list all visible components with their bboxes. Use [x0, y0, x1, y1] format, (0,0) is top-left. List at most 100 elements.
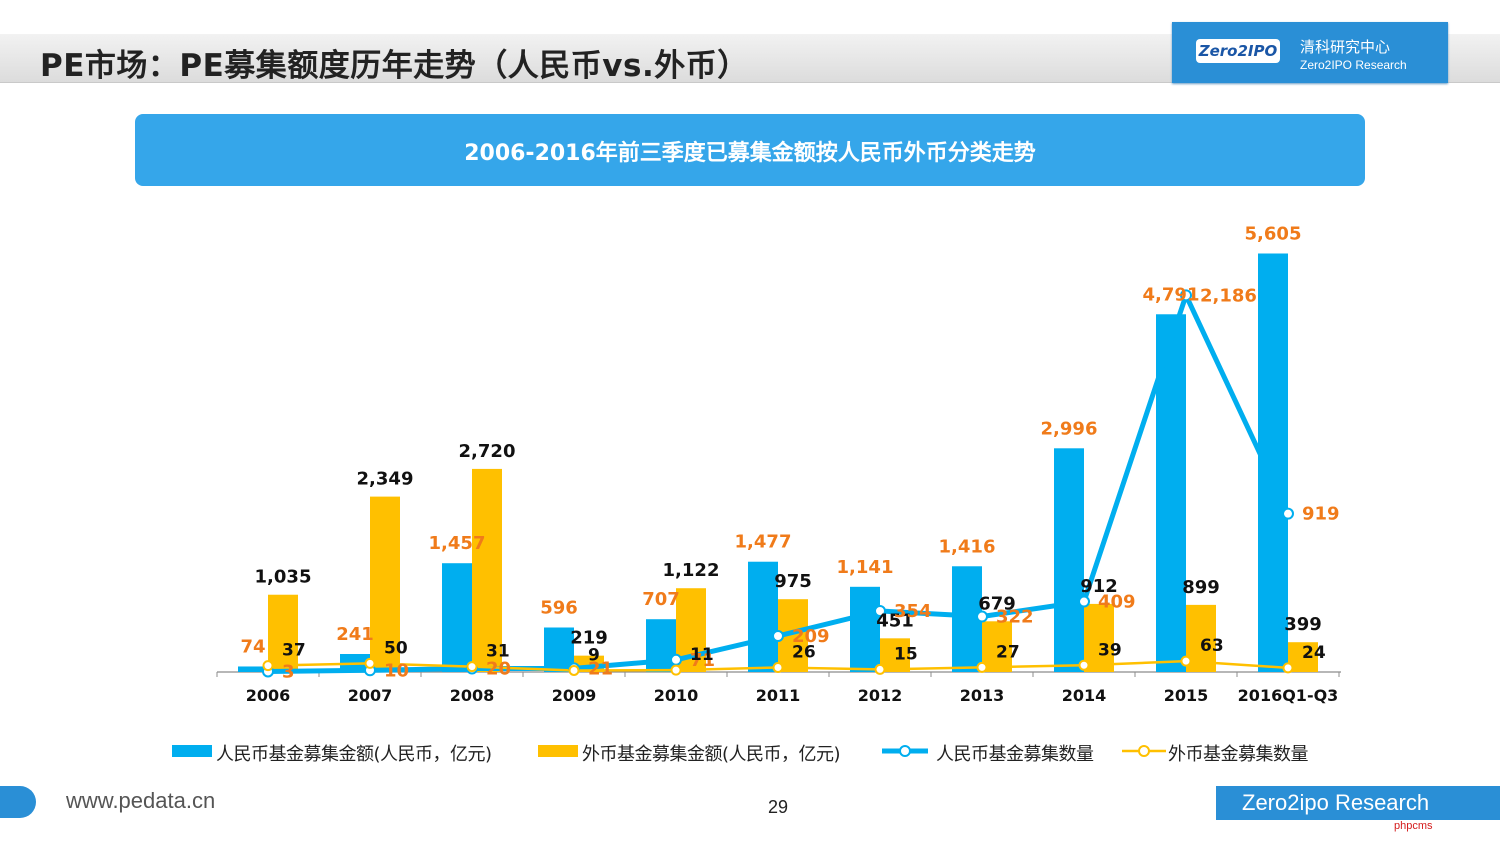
legend-item-rmb-count: 人民币基金募集数量	[882, 738, 1122, 765]
marker-fx-count	[1282, 662, 1294, 674]
data-label-fx-count: 39	[1098, 640, 1122, 660]
marker-fx-count	[874, 663, 886, 675]
page-number: 29	[768, 797, 789, 817]
data-label-rmb-amount: 4,791	[1143, 284, 1200, 305]
data-label-rmb-amount: 2,996	[1041, 418, 1098, 439]
data-label-fx-amount: 679	[978, 593, 1016, 614]
data-label-fx-count: 26	[792, 643, 816, 663]
data-label-rmb-amount: 1,477	[735, 532, 792, 553]
marker-rmb-count	[1180, 289, 1192, 302]
data-label-rmb-amount: 1,141	[837, 557, 894, 578]
data-label-fx-amount: 1,035	[255, 567, 312, 588]
legend-label-fx-count: 外币基金募集数量	[1168, 744, 1309, 765]
data-label-rmb-amount: 74	[240, 636, 265, 657]
bar-rmb-amount	[238, 666, 268, 672]
marker-rmb-count	[670, 653, 682, 666]
data-label-rmb-amount: 707	[642, 589, 680, 610]
data-label-fx-count: 27	[996, 642, 1020, 662]
chart-legend: 人民币基金募集金额(人民币，亿元) 外币基金募集金额(人民币，亿元) 人民币基金…	[172, 738, 1372, 765]
marker-fx-count	[1078, 659, 1090, 671]
data-label-rmb-amount: 1,457	[429, 533, 486, 554]
data-label-rmb-count: 919	[1302, 504, 1340, 525]
marker-rmb-count	[1282, 507, 1294, 520]
x-tick-label: 2013	[960, 686, 1005, 705]
marker-fx-count	[568, 664, 580, 676]
legend-swatch-rmb-bar	[172, 745, 212, 757]
x-tick-label: 2010	[654, 686, 699, 705]
data-label-rmb-count: 354	[894, 601, 932, 622]
bar-rmb-amount	[442, 563, 472, 672]
bar-rmb-amount	[544, 627, 574, 672]
data-label-fx-amount: 219	[570, 628, 608, 649]
data-label-rmb-count: 21	[588, 658, 613, 679]
legend-label-fx-amount: 外币基金募集金额(人民币，亿元)	[582, 744, 841, 765]
legend-item-fx-amount: 外币基金募集金额(人民币，亿元)	[538, 738, 868, 765]
brand-name-en: Zero2IPO Research	[1300, 58, 1407, 72]
data-label-fx-count: 31	[486, 642, 510, 662]
marker-rmb-count	[1078, 595, 1090, 608]
x-tick-label: 2011	[756, 686, 801, 705]
bar-fx-amount	[268, 594, 298, 672]
bar-rmb-amount	[748, 561, 778, 672]
marker-fx-count	[466, 661, 478, 673]
x-tick-label: 2016Q1-Q3	[1238, 686, 1339, 705]
footer-brand: Zero2ipo Research	[1216, 786, 1500, 820]
x-tick-label: 2006	[246, 686, 291, 705]
data-label-rmb-count: 20	[486, 659, 511, 680]
marker-fx-count	[976, 661, 988, 673]
legend-swatch-fx-bar	[538, 745, 578, 757]
data-label-rmb-count: 10	[384, 660, 409, 681]
legend-item-fx-count: 外币基金募集数量	[1122, 738, 1362, 765]
marker-rmb-count	[772, 629, 784, 642]
data-label-rmb-count: 322	[996, 607, 1034, 628]
data-label-fx-count: 11	[690, 645, 714, 665]
legend-swatch-rmb-line	[882, 745, 928, 757]
data-label-rmb-amount: 5,605	[1245, 223, 1302, 244]
x-tick-label: 2014	[1062, 686, 1107, 705]
data-label-fx-count: 9	[588, 645, 600, 665]
data-label-fx-count: 24	[1302, 643, 1326, 663]
zero2ipo-logo: Zero2IPO	[1196, 39, 1280, 63]
marker-fx-count	[364, 657, 376, 669]
data-label-rmb-amount: 596	[540, 597, 578, 618]
data-label-fx-amount: 2,720	[459, 441, 516, 462]
bar-fx-amount	[472, 468, 502, 672]
marker-rmb-count	[874, 605, 886, 618]
x-tick-label: 2008	[450, 686, 495, 705]
marker-fx-count	[262, 660, 274, 672]
data-label-fx-count: 50	[384, 638, 408, 658]
data-label-fx-amount: 1,122	[663, 560, 720, 581]
x-tick-label: 2015	[1164, 686, 1209, 705]
bar-fx-amount	[370, 496, 400, 672]
bar-fx-amount	[982, 621, 1012, 672]
bar-rmb-amount	[1054, 448, 1084, 672]
legend-swatch-fx-line	[1122, 745, 1166, 757]
bar-rmb-amount	[850, 586, 880, 672]
x-tick-label: 2007	[348, 686, 393, 705]
data-label-fx-count: 15	[894, 644, 918, 664]
chart-title: 2006-2016年前三季度已募集金额按人民币外币分类走势	[464, 141, 1036, 166]
page-title: PE市场：PE募集额度历年走势（人民币vs.外币）	[40, 48, 749, 84]
data-label-fx-amount: 912	[1080, 576, 1118, 597]
data-label-fx-amount: 899	[1182, 577, 1220, 598]
brand-box: Zero2IPO 清科研究中心 Zero2IPO Research	[1172, 22, 1448, 83]
data-label-fx-amount: 975	[774, 571, 812, 592]
marker-rmb-count	[976, 610, 988, 623]
data-label-fx-amount: 2,349	[357, 469, 414, 490]
legend-item-rmb-amount: 人民币基金募集金额(人民币，亿元)	[172, 738, 502, 765]
footer-accent-tab	[0, 786, 36, 818]
data-label-fx-count: 63	[1200, 636, 1224, 656]
footer-url[interactable]: www.pedata.cn	[66, 788, 216, 813]
chart-title-banner: 2006-2016年前三季度已募集金额按人民币外币分类走势	[135, 114, 1365, 186]
marker-fx-count	[1180, 655, 1192, 667]
watermark: phpcms	[1394, 820, 1433, 832]
legend-label-rmb-count: 人民币基金募集数量	[936, 744, 1094, 765]
bar-fx-amount	[1084, 603, 1114, 672]
marker-fx-count	[670, 664, 682, 676]
data-label-rmb-count: 3	[282, 661, 295, 682]
marker-fx-count	[772, 662, 784, 674]
brand-name-cn: 清科研究中心	[1300, 38, 1391, 56]
data-label-rmb-amount: 1,416	[939, 536, 996, 557]
data-label-rmb-amount: 241	[336, 624, 374, 645]
